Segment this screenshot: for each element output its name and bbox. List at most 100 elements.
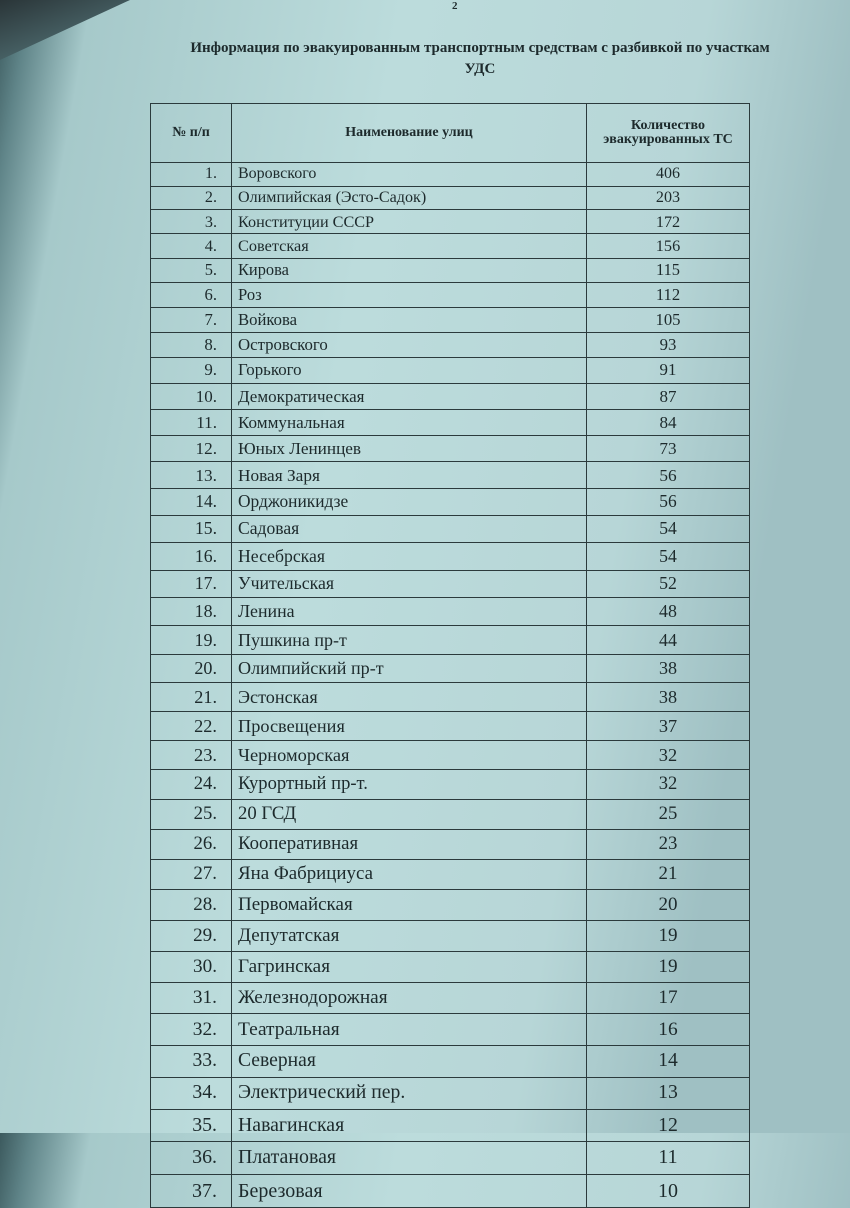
table-row: 24. Курортный пр-т. 32 — [150, 769, 750, 800]
row-number: 23. — [150, 739, 232, 771]
street-name: Орджоникидзе — [231, 488, 587, 516]
street-name: Коммунальная — [231, 408, 587, 436]
street-name: Электрический пер. — [231, 1076, 587, 1110]
row-number: 33. — [150, 1044, 232, 1078]
street-name: Демократическая — [231, 382, 587, 410]
row-number: 5. — [150, 257, 232, 284]
evacuated-count: 13 — [586, 1076, 750, 1110]
row-number: 26. — [150, 828, 232, 860]
evacuated-count: 91 — [586, 357, 750, 384]
evacuated-count: 32 — [586, 769, 750, 800]
street-name: Садовая — [231, 514, 587, 544]
evacuated-count: 172 — [586, 209, 750, 235]
evacuated-count: 115 — [586, 257, 750, 284]
evacuated-count: 54 — [586, 542, 750, 571]
street-name: Юных Ленинцев — [231, 434, 587, 463]
table-row: 15. Садовая 54 — [150, 514, 750, 544]
evacuated-count: 73 — [586, 434, 750, 463]
evacuated-count: 19 — [586, 950, 750, 983]
table-row: 19. Пушкина пр-т 44 — [150, 625, 750, 655]
row-number: 24. — [150, 769, 232, 800]
table-row: 27. Яна Фабрициуса 21 — [150, 858, 750, 891]
table-row: 10. Демократическая 87 — [150, 382, 750, 410]
street-name: Кооперативная — [231, 828, 587, 860]
table-row: 14. Орджоникидзе 56 — [150, 488, 750, 516]
evacuated-count: 12 — [586, 1108, 750, 1143]
row-number: 31. — [150, 981, 232, 1015]
evacuated-count: 44 — [586, 625, 750, 655]
evacuated-count: 48 — [586, 597, 750, 627]
row-number: 4. — [150, 233, 232, 259]
street-name: Горького — [231, 357, 587, 384]
table-row: 12. Юных Ленинцев 73 — [150, 434, 750, 463]
table-row: 2. Олимпийская (Эсто-Садок) 203 — [150, 185, 750, 211]
row-number: 29. — [150, 919, 232, 952]
table-row: 16. Несебрская 54 — [150, 542, 750, 571]
street-name: Островского — [231, 332, 587, 359]
table-row: 7. Войкова 105 — [150, 306, 750, 334]
table-row: 21. Эстонская 38 — [150, 682, 750, 712]
street-name: Воровского — [231, 162, 587, 187]
evacuated-count: 21 — [586, 858, 750, 891]
evacuated-count: 17 — [586, 981, 750, 1015]
header-number: № п/п — [150, 103, 232, 163]
row-number: 6. — [150, 282, 232, 308]
evacuated-vehicles-table: № п/п Наименование улиц Количество эваку… — [150, 103, 750, 1208]
row-number: 8. — [150, 332, 232, 359]
row-number: 28. — [150, 889, 232, 921]
evacuated-count: 32 — [586, 739, 750, 771]
evacuated-count: 406 — [586, 162, 750, 187]
street-name: Гагринская — [231, 950, 587, 983]
evacuated-count: 37 — [586, 710, 750, 741]
row-number: 20. — [150, 653, 232, 684]
table-row: 3. Конституции СССР 172 — [150, 209, 750, 235]
evacuated-count: 52 — [586, 569, 750, 599]
table-row: 6. Роз 112 — [150, 282, 750, 308]
table-row: 37. Березовая 10 — [150, 1174, 750, 1208]
street-name: Навагинская — [231, 1108, 587, 1143]
evacuated-count: 87 — [586, 382, 750, 410]
street-name: Олимпийская (Эсто-Садок) — [231, 185, 587, 211]
street-name: Просвещения — [231, 710, 587, 741]
evacuated-count: 19 — [586, 919, 750, 952]
table-row: 22. Просвещения 37 — [150, 710, 750, 741]
evacuated-count: 156 — [586, 233, 750, 259]
background-object — [0, 0, 130, 60]
table-row: 36. Платановая 11 — [150, 1141, 750, 1176]
street-name: Ленина — [231, 597, 587, 627]
row-number: 21. — [150, 682, 232, 712]
table-row: 8. Островского 93 — [150, 332, 750, 359]
table-row: 26. Кооперативная 23 — [150, 828, 750, 860]
evacuated-count: 20 — [586, 889, 750, 921]
evacuated-count: 23 — [586, 828, 750, 860]
row-number: 15. — [150, 514, 232, 544]
table-row: 30. Гагринская 19 — [150, 950, 750, 983]
street-name: Учительская — [231, 569, 587, 599]
street-name: Железнодорожная — [231, 981, 587, 1015]
street-name: Черноморская — [231, 739, 587, 771]
evacuated-count: 105 — [586, 306, 750, 334]
table-row: 29. Депутатская 19 — [150, 919, 750, 952]
table-row: 20. Олимпийский пр-т 38 — [150, 653, 750, 684]
row-number: 17. — [150, 569, 232, 599]
evacuated-count: 11 — [586, 1141, 750, 1176]
table-row: 4. Советская 156 — [150, 233, 750, 259]
evacuated-count: 84 — [586, 408, 750, 436]
row-number: 37. — [150, 1174, 232, 1208]
row-number: 11. — [150, 408, 232, 436]
evacuated-count: 38 — [586, 653, 750, 684]
table-row: 32. Театральная 16 — [150, 1013, 750, 1046]
table-row: 17. Учительская 52 — [150, 569, 750, 599]
table-row: 1. Воровского 406 — [150, 162, 750, 187]
street-name: Первомайская — [231, 889, 587, 921]
row-number: 32. — [150, 1013, 232, 1046]
row-number: 13. — [150, 461, 232, 490]
row-number: 7. — [150, 306, 232, 334]
row-number: 16. — [150, 542, 232, 571]
street-name: Северная — [231, 1044, 587, 1078]
header-count: Количество эвакуированных ТС — [586, 103, 750, 163]
evacuated-count: 54 — [586, 514, 750, 544]
row-number: 3. — [150, 209, 232, 235]
row-number: 30. — [150, 950, 232, 983]
row-number: 10. — [150, 382, 232, 410]
